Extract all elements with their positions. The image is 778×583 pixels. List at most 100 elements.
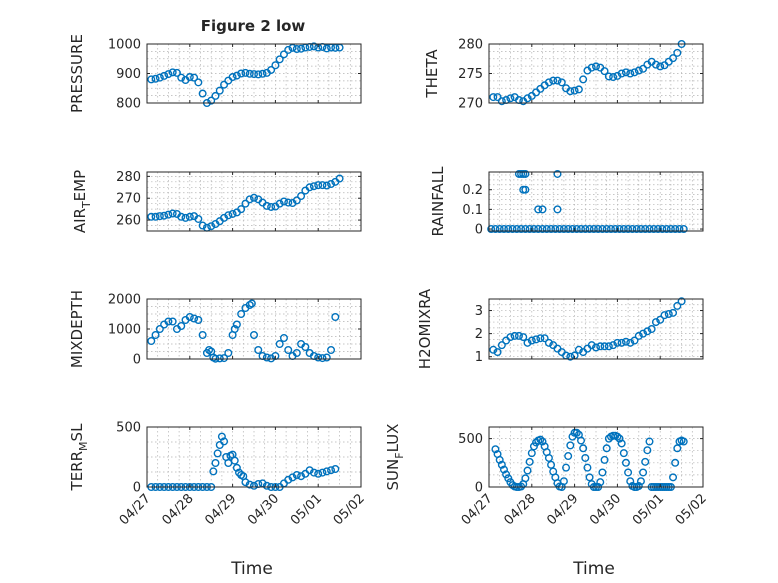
data-point [671, 225, 680, 234]
data-point [160, 71, 169, 80]
data-point [288, 43, 297, 52]
y-axis-label: AIRTEMP [71, 170, 93, 233]
data-point [671, 458, 680, 467]
data-point [564, 225, 573, 234]
data-point [579, 444, 588, 453]
data-point [636, 477, 645, 486]
data-point [506, 94, 515, 103]
data-point [331, 43, 340, 52]
data-point [598, 468, 607, 477]
data-point [583, 463, 592, 472]
data-point [660, 311, 669, 320]
data-point [553, 205, 562, 214]
data-point [284, 346, 293, 355]
data-point [621, 458, 630, 467]
data-point [547, 460, 556, 469]
data-point [658, 225, 667, 234]
data-point [224, 211, 233, 220]
data-point [602, 444, 611, 453]
data-point [662, 225, 671, 234]
data-point [190, 314, 199, 323]
data-point [568, 225, 577, 234]
data-point [284, 475, 293, 484]
data-point [617, 439, 626, 448]
data-point [523, 338, 532, 347]
data-point [301, 343, 310, 352]
y-tick-label: 275 [458, 67, 483, 82]
data-point [164, 210, 173, 219]
data-point [172, 68, 181, 77]
data-point [254, 346, 263, 355]
data-point [613, 71, 622, 80]
data-point [271, 61, 280, 70]
data-point [181, 213, 190, 222]
data-point [502, 470, 511, 479]
data-point [549, 76, 558, 85]
data-point [566, 352, 575, 361]
data-point [669, 54, 678, 63]
data-point [666, 225, 675, 234]
data-point [609, 341, 618, 350]
y-tick-label: 800 [116, 97, 141, 112]
data-point [669, 308, 678, 317]
data-point [613, 432, 622, 441]
data-point [598, 225, 607, 234]
data-point [322, 181, 331, 190]
data-point [521, 185, 530, 194]
data-point [626, 477, 635, 486]
figure-title: Figure 2 low [201, 17, 306, 35]
data-point [615, 225, 624, 234]
data-point [305, 183, 314, 192]
data-point [553, 76, 562, 85]
data-point [217, 432, 226, 441]
data-point [211, 459, 220, 468]
data-point [194, 78, 203, 87]
data-point [292, 349, 301, 358]
data-point [604, 72, 613, 81]
data-point [314, 469, 323, 478]
x-tick-label: 05/01 [630, 491, 667, 528]
data-point [155, 212, 164, 221]
data-point [241, 199, 250, 208]
data-point [194, 214, 203, 223]
data-point [245, 195, 254, 204]
data-point [594, 225, 603, 234]
data-point [211, 91, 220, 100]
axes-frame [488, 171, 704, 232]
data-point [258, 69, 267, 78]
data-point [262, 353, 271, 362]
data-point [232, 71, 241, 80]
data-point [532, 335, 541, 344]
data-point [585, 473, 594, 482]
data-point [577, 225, 586, 234]
data-point [538, 225, 547, 234]
axes-frame [146, 426, 362, 488]
data-point [581, 453, 590, 462]
data-point [564, 452, 573, 461]
data-point [249, 70, 258, 79]
data-point [297, 472, 306, 481]
data-point [279, 334, 288, 343]
data-point [499, 465, 508, 474]
data-point [297, 44, 306, 53]
data-point [305, 466, 314, 475]
data-point [613, 338, 622, 347]
data-point [626, 69, 635, 78]
y-tick-label: 270 [116, 192, 141, 207]
data-point [621, 68, 630, 77]
data-point [155, 325, 164, 334]
y-tick-label: 260 [116, 214, 141, 229]
y-axis-label: PRESSURE [68, 34, 86, 113]
data-point [632, 225, 641, 234]
data-point [489, 93, 498, 102]
data-point [318, 181, 327, 190]
data-point [574, 345, 583, 354]
data-point [314, 181, 323, 190]
data-point [322, 44, 331, 53]
y-axis-label: TERRMSL [68, 423, 90, 492]
data-point [506, 333, 515, 342]
data-point [538, 437, 547, 446]
data-point [602, 225, 611, 234]
data-point [639, 64, 648, 73]
